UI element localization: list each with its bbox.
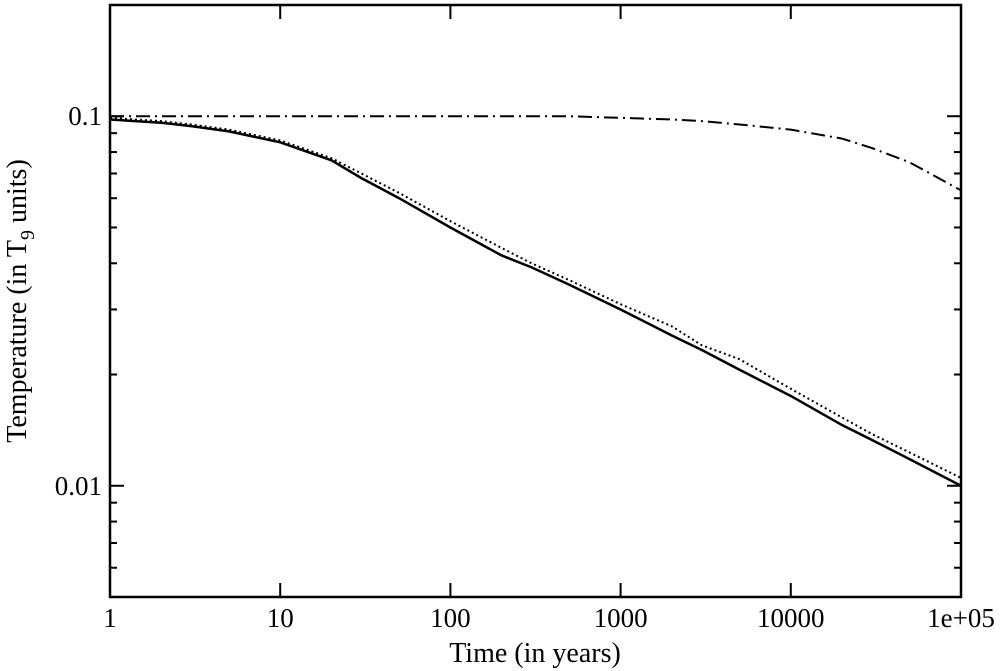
x-tick-label: 10000 xyxy=(757,603,825,633)
line-series xyxy=(110,115,961,192)
y-axis-label-main: Temperature (in T xyxy=(2,240,33,443)
y-axis-label-end: units) xyxy=(2,159,33,230)
x-tick-label: 100 xyxy=(430,603,471,633)
x-tick-label: 1e+05 xyxy=(927,603,995,633)
y-axis-label-sub: 9 xyxy=(17,230,39,240)
x-tick-label: 1000 xyxy=(594,603,648,633)
x-tick-label: 1 xyxy=(103,603,117,633)
plot-frame xyxy=(108,3,963,599)
x-tick-label: 10 xyxy=(267,603,294,633)
y-tick-label: 0.01 xyxy=(55,471,102,501)
y-axis-label: Temperature (in T9 units) xyxy=(2,159,39,443)
y-tick-label: 0.1 xyxy=(68,101,102,131)
line-series xyxy=(110,116,961,479)
x-axis-label: Time (in years) xyxy=(449,638,621,669)
line-series xyxy=(110,118,961,487)
